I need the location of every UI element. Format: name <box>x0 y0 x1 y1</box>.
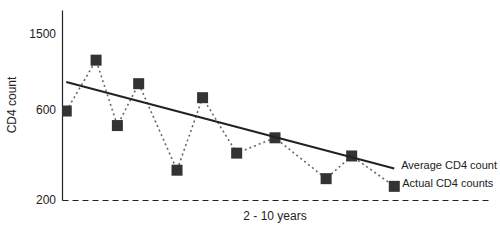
series-label: Actual CD4 counts <box>402 177 494 189</box>
series-line <box>66 60 394 186</box>
data-point <box>91 55 102 66</box>
y-tick: 200 <box>36 193 62 207</box>
x-axis <box>63 200 489 201</box>
y-axis: 200 600 1500 <box>29 11 62 208</box>
series-line <box>66 82 394 169</box>
data-point <box>197 92 208 103</box>
series-labels: Actual CD4 counts Average CD4 count <box>401 159 497 189</box>
y-tick-label: 1500 <box>29 27 56 41</box>
plot-area <box>62 55 400 192</box>
data-point <box>172 165 183 176</box>
data-point <box>321 173 332 184</box>
chart: 200 600 1500 CD4 count 2 - 10 years Actual CD… <box>0 0 500 228</box>
y-tick-label: 200 <box>36 193 56 207</box>
y-axis-line <box>62 11 63 201</box>
data-point <box>389 181 400 192</box>
x-axis-title: 2 - 10 years <box>243 209 306 223</box>
data-point <box>231 148 242 159</box>
y-axis-title: CD4 count <box>5 76 19 133</box>
x-axis-line <box>63 200 489 201</box>
y-tick-label: 600 <box>36 103 56 117</box>
data-point <box>133 78 144 89</box>
data-point <box>62 106 72 117</box>
data-point <box>112 120 123 131</box>
series-label: Average CD4 count <box>401 159 497 171</box>
y-tick: 1500 <box>29 27 62 41</box>
y-tick: 600 <box>36 103 62 117</box>
